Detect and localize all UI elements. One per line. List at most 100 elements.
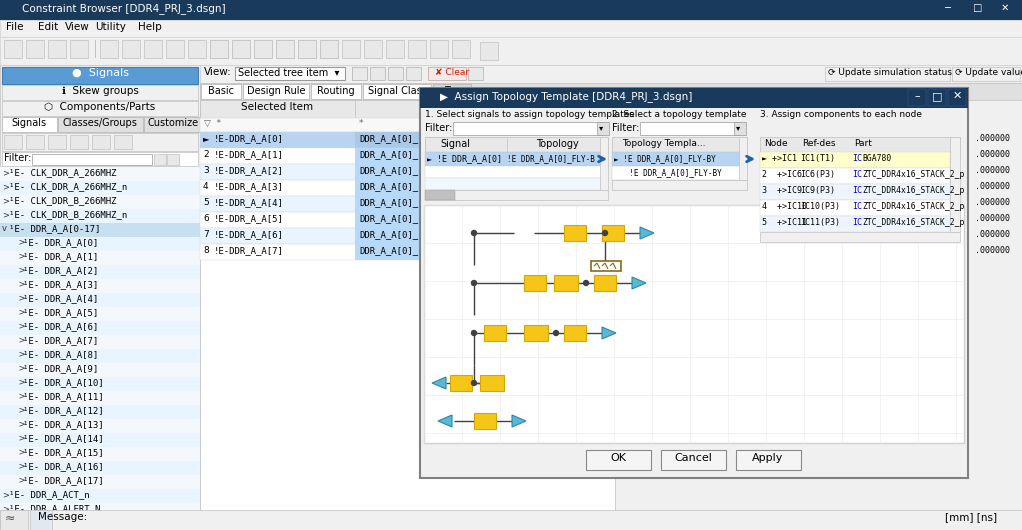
Bar <box>320 40 338 58</box>
Text: ► +>IC1: ► +>IC1 <box>762 154 797 163</box>
Text: !E DDR_A_A[0]_FLY-B: !E DDR_A_A[0]_FLY-B <box>507 154 595 163</box>
Polygon shape <box>602 327 616 339</box>
Text: DDR_A_A[0]_FLY-BY-fixed: DDR_A_A[0]_FLY-BY-fixed <box>359 182 482 191</box>
Bar <box>953 67 1020 81</box>
Text: .000000: .000000 <box>975 150 1010 159</box>
Bar <box>243 84 309 99</box>
Bar <box>0 510 1022 530</box>
Text: 1. Select signals to assign topology templates: 1. Select signals to assign topology tem… <box>425 110 634 119</box>
Bar <box>760 152 950 168</box>
Bar <box>114 135 132 149</box>
Bar <box>254 40 272 58</box>
Bar <box>480 375 504 391</box>
Bar <box>30 510 52 530</box>
Text: ¹E- DDR_A_A[4]: ¹E- DDR_A_A[4] <box>24 294 98 303</box>
Bar <box>2 101 198 116</box>
Text: IC: IC <box>852 218 862 227</box>
Text: !E-DDR_A_A[7]: !E-DDR_A_A[7] <box>214 246 284 255</box>
Text: .000000: .000000 <box>975 166 1010 175</box>
Bar <box>298 40 316 58</box>
Bar <box>739 137 747 180</box>
Polygon shape <box>438 415 452 427</box>
Text: !E-DDR_A_A[3]: !E-DDR_A_A[3] <box>214 182 284 191</box>
Text: ¹E- DDR_A_ACT_n: ¹E- DDR_A_ACT_n <box>9 490 90 499</box>
Bar <box>0 433 200 447</box>
Bar <box>0 20 1022 37</box>
Text: !E-DDR_A_A[6]: !E-DDR_A_A[6] <box>214 230 284 239</box>
Bar <box>484 325 506 341</box>
Text: Help: Help <box>138 22 161 32</box>
Text: 2. Select a topology template: 2. Select a topology template <box>612 110 746 119</box>
Text: .000000: .000000 <box>975 198 1010 207</box>
Text: Constraint Browser [DDR4_PRJ_3.dsgn]: Constraint Browser [DDR4_PRJ_3.dsgn] <box>22 3 226 14</box>
Text: ▶  Assign Topology Template [DDR4_PRJ_3.dsgn]: ▶ Assign Topology Template [DDR4_PRJ_3.d… <box>440 91 692 102</box>
Text: 3: 3 <box>203 166 208 175</box>
Text: DDR_A_A[0]_FLY-BY-fixed: DDR_A_A[0]_FLY-BY-fixed <box>359 198 482 207</box>
Bar <box>69 40 88 58</box>
Bar <box>0 377 200 391</box>
Bar <box>0 489 200 503</box>
Bar <box>298 40 316 58</box>
Text: □: □ <box>932 91 942 101</box>
Bar <box>4 135 22 149</box>
Bar <box>0 475 200 489</box>
Bar <box>69 135 88 149</box>
Bar <box>760 232 960 242</box>
Text: Node: Node <box>764 139 788 148</box>
Text: IC10(P3): IC10(P3) <box>800 202 840 211</box>
Text: ¹E- DDR_A_A[3]: ¹E- DDR_A_A[3] <box>24 280 98 289</box>
Bar <box>276 40 294 58</box>
Text: BGA780: BGA780 <box>862 154 891 163</box>
Text: ¹E- DDR_A_A[1]: ¹E- DDR_A_A[1] <box>24 252 98 261</box>
Text: >: > <box>16 476 26 485</box>
Text: ¹E- DDR_A_A[0-17]: ¹E- DDR_A_A[0-17] <box>9 224 100 233</box>
Bar <box>200 164 615 180</box>
Bar <box>908 89 926 106</box>
Bar <box>210 40 228 58</box>
Text: ✕: ✕ <box>998 3 1013 13</box>
Bar <box>564 225 586 241</box>
Text: Topology: Topology <box>536 139 578 149</box>
Bar <box>612 137 747 152</box>
Text: ▽  *: ▽ * <box>204 119 221 128</box>
Text: .000000: .000000 <box>975 182 1010 191</box>
Bar <box>0 223 200 237</box>
Text: >: > <box>16 266 26 275</box>
Circle shape <box>471 280 476 286</box>
Bar <box>0 20 1022 37</box>
Bar <box>0 37 1022 65</box>
Text: Signals: Signals <box>11 118 47 128</box>
Text: DDR_A_A[0]_FLY-BY-fixed: DDR_A_A[0]_FLY-BY-fixed <box>359 214 482 223</box>
Text: >: > <box>2 490 9 499</box>
Text: 4: 4 <box>203 182 208 191</box>
Bar <box>966 1 992 18</box>
Text: ZTC_DDR4x16_STACK_2_p: ZTC_DDR4x16_STACK_2_p <box>862 186 965 195</box>
Text: >: > <box>16 280 26 289</box>
Text: Utility: Utility <box>95 22 126 32</box>
Bar <box>355 100 615 118</box>
Bar <box>825 67 950 81</box>
Bar <box>0 349 200 363</box>
Bar <box>200 83 1022 100</box>
Bar <box>640 122 740 135</box>
Bar <box>0 237 200 251</box>
Text: >: > <box>16 350 26 359</box>
Bar <box>26 135 44 149</box>
Bar <box>0 65 200 525</box>
Circle shape <box>471 381 476 385</box>
Bar <box>950 137 960 232</box>
Bar <box>355 228 615 244</box>
Text: ¹E- DDR_A_A[9]: ¹E- DDR_A_A[9] <box>24 364 98 373</box>
Bar <box>200 100 615 118</box>
Text: File: File <box>6 22 24 32</box>
Bar <box>524 275 546 291</box>
Bar <box>480 42 498 60</box>
Text: Top: Top <box>444 86 460 96</box>
Text: !E-DDR_A_A[5]: !E-DDR_A_A[5] <box>214 214 284 223</box>
Text: DDR_A_A[0]_FLY-BY-fixed: DDR_A_A[0]_FLY-BY-fixed <box>359 166 482 175</box>
Bar <box>48 135 66 149</box>
Text: ⟳ Update simulation status: ⟳ Update simulation status <box>828 68 953 77</box>
Bar <box>425 152 608 166</box>
Bar <box>0 181 200 195</box>
Bar <box>320 40 338 58</box>
